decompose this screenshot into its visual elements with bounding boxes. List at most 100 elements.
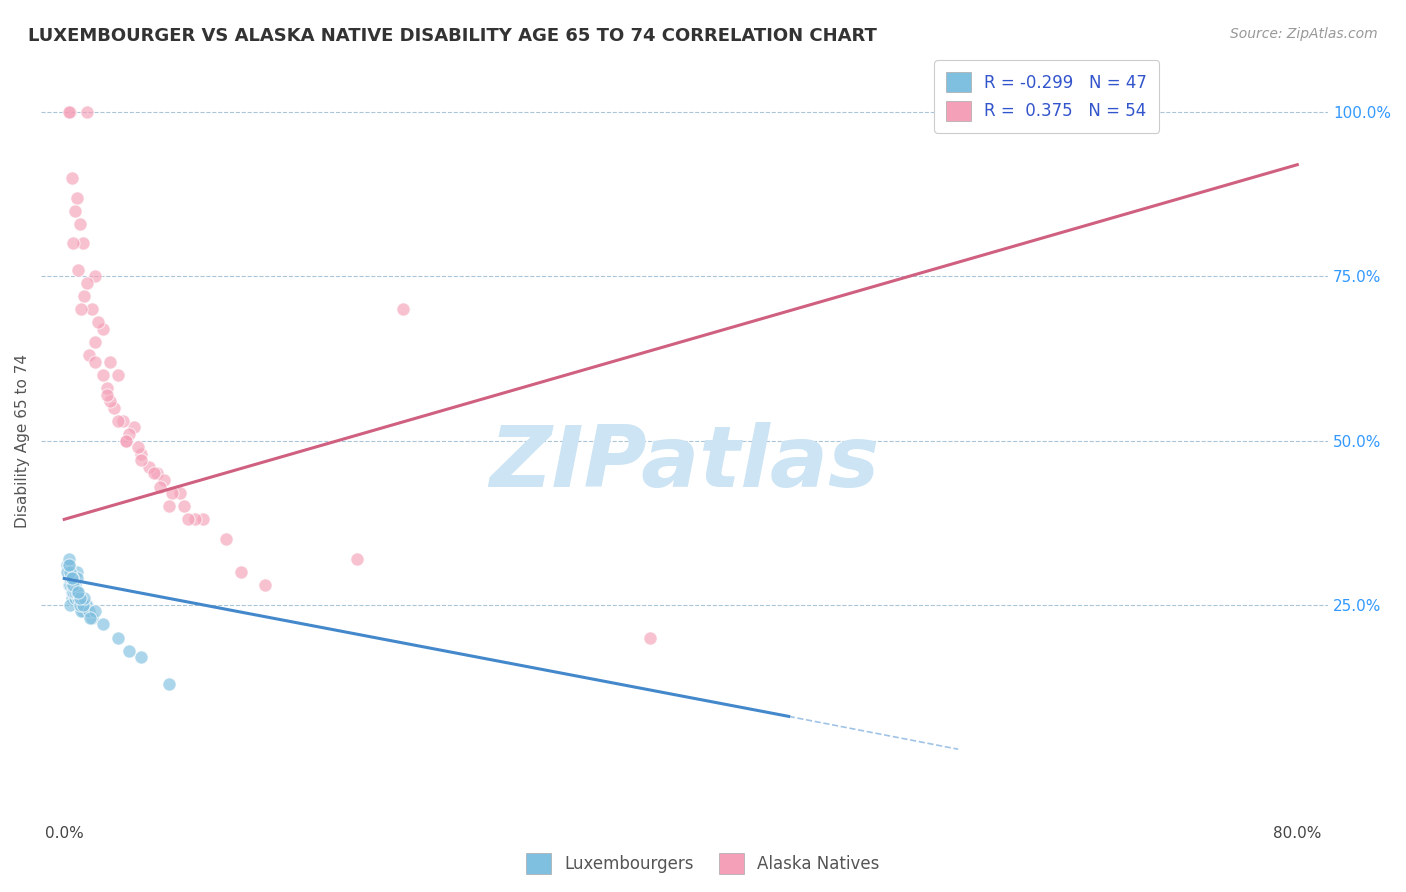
Point xyxy=(129,650,152,665)
Point xyxy=(69,591,91,606)
Point xyxy=(129,447,152,461)
Point xyxy=(107,631,129,645)
Point xyxy=(129,453,152,467)
Point xyxy=(67,584,90,599)
Point xyxy=(79,611,101,625)
Point xyxy=(63,591,86,606)
Point xyxy=(63,584,86,599)
Point xyxy=(60,571,83,585)
Point xyxy=(58,558,80,573)
Point xyxy=(115,434,138,448)
Point xyxy=(392,302,415,317)
Point xyxy=(62,584,84,599)
Point xyxy=(67,262,90,277)
Point xyxy=(145,467,167,481)
Point xyxy=(73,598,96,612)
Point xyxy=(84,604,107,618)
Point xyxy=(72,604,94,618)
Point xyxy=(638,631,661,645)
Point xyxy=(149,479,172,493)
Point xyxy=(59,105,82,120)
Point xyxy=(142,467,165,481)
Point xyxy=(72,236,94,251)
Point xyxy=(67,591,90,606)
Point xyxy=(118,643,141,657)
Text: LUXEMBOURGER VS ALASKA NATIVE DISABILITY AGE 65 TO 74 CORRELATION CHART: LUXEMBOURGER VS ALASKA NATIVE DISABILITY… xyxy=(28,27,877,45)
Point xyxy=(63,203,86,218)
Point xyxy=(59,598,82,612)
Point xyxy=(138,459,160,474)
Point xyxy=(157,499,180,513)
Point xyxy=(191,512,214,526)
Point xyxy=(346,551,368,566)
Point xyxy=(65,565,87,579)
Point xyxy=(84,269,107,284)
Point xyxy=(100,394,122,409)
Point xyxy=(69,598,91,612)
Point xyxy=(160,486,183,500)
Point xyxy=(58,105,80,120)
Point xyxy=(67,584,90,599)
Point xyxy=(58,558,80,573)
Point xyxy=(56,565,79,579)
Point xyxy=(107,414,129,428)
Point xyxy=(60,170,83,185)
Text: ZIPatlas: ZIPatlas xyxy=(489,422,880,505)
Point xyxy=(72,598,94,612)
Point xyxy=(58,565,80,579)
Point xyxy=(60,584,83,599)
Point xyxy=(157,676,180,690)
Point xyxy=(127,440,149,454)
Point xyxy=(70,604,93,618)
Point xyxy=(59,578,82,592)
Point xyxy=(77,604,100,618)
Y-axis label: Disability Age 65 to 74: Disability Age 65 to 74 xyxy=(15,353,30,527)
Point xyxy=(76,598,98,612)
Point xyxy=(103,401,125,415)
Point xyxy=(70,302,93,317)
Point xyxy=(65,584,87,599)
Point xyxy=(63,578,86,592)
Point xyxy=(111,414,134,428)
Point xyxy=(62,578,84,592)
Point xyxy=(76,105,98,120)
Point xyxy=(69,217,91,231)
Point xyxy=(73,591,96,606)
Legend: R = -0.299   N = 47, R =  0.375   N = 54: R = -0.299 N = 47, R = 0.375 N = 54 xyxy=(935,61,1159,133)
Point xyxy=(80,611,103,625)
Point xyxy=(96,381,118,395)
Point xyxy=(84,334,107,349)
Text: Source: ZipAtlas.com: Source: ZipAtlas.com xyxy=(1230,27,1378,41)
Legend: Luxembourgers, Alaska Natives: Luxembourgers, Alaska Natives xyxy=(516,843,890,884)
Point xyxy=(58,551,80,566)
Point xyxy=(80,302,103,317)
Point xyxy=(91,368,114,382)
Point xyxy=(69,591,91,606)
Point xyxy=(153,473,176,487)
Point xyxy=(96,387,118,401)
Point xyxy=(87,315,110,329)
Point xyxy=(84,355,107,369)
Point xyxy=(56,558,79,573)
Point xyxy=(107,368,129,382)
Point xyxy=(253,578,276,592)
Point xyxy=(176,512,198,526)
Point xyxy=(75,598,97,612)
Point xyxy=(60,591,83,606)
Point xyxy=(59,571,82,585)
Point xyxy=(62,571,84,585)
Point xyxy=(65,190,87,204)
Point xyxy=(60,571,83,585)
Point xyxy=(173,499,195,513)
Point xyxy=(73,289,96,303)
Point xyxy=(184,512,207,526)
Point xyxy=(60,578,83,592)
Point xyxy=(91,617,114,632)
Point xyxy=(100,355,122,369)
Point xyxy=(62,236,84,251)
Point xyxy=(91,322,114,336)
Point xyxy=(169,486,191,500)
Point xyxy=(58,578,80,592)
Point xyxy=(122,420,145,434)
Point xyxy=(59,565,82,579)
